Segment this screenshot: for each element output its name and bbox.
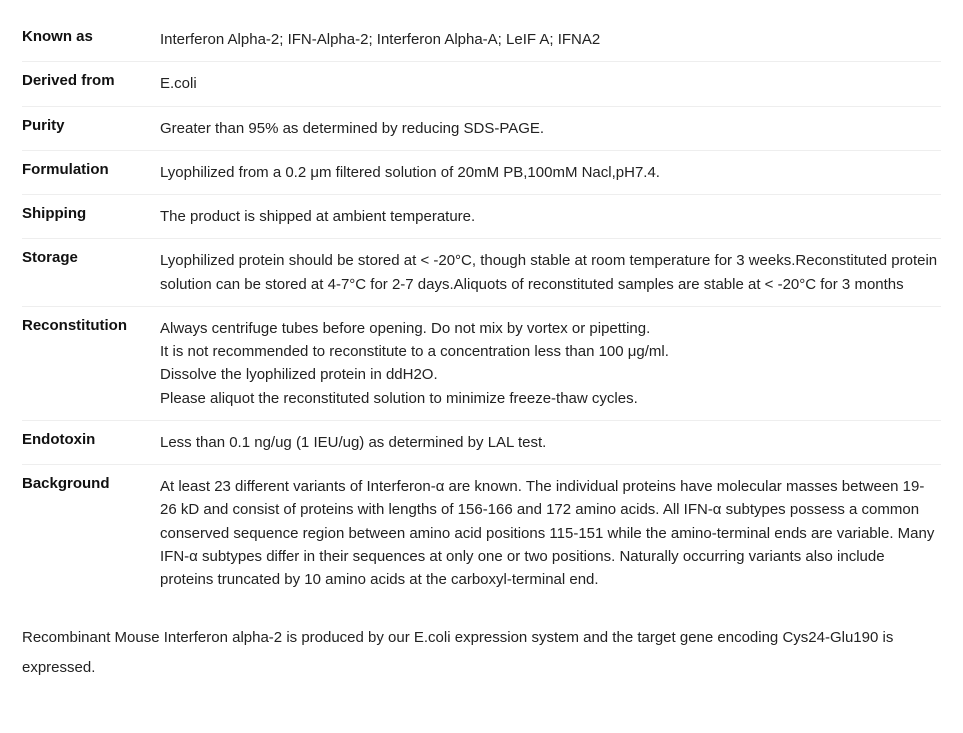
spec-label: Known as [22,28,160,51]
spec-value-line: The product is shipped at ambient temper… [160,205,941,228]
spec-value-line: Interferon Alpha-2; IFN-Alpha-2; Interfe… [160,28,941,51]
spec-value-line: It is not recommended to reconstitute to… [160,340,941,363]
spec-value: Less than 0.1 ng/ug (1 IEU/ug) as determ… [160,431,941,454]
spec-label: Background [22,475,160,591]
spec-value: At least 23 different variants of Interf… [160,475,941,591]
spec-row: BackgroundAt least 23 different variants… [22,465,941,601]
spec-value: Lyophilized from a 0.2 μm filtered solut… [160,161,941,184]
spec-label: Purity [22,117,160,140]
spec-value-line: Less than 0.1 ng/ug (1 IEU/ug) as determ… [160,431,941,454]
spec-table: Known asInterferon Alpha-2; IFN-Alpha-2;… [22,18,941,601]
spec-value-line: Always centrifuge tubes before opening. … [160,317,941,340]
spec-value: Lyophilized protein should be stored at … [160,249,941,296]
spec-label: Endotoxin [22,431,160,454]
spec-row: Known asInterferon Alpha-2; IFN-Alpha-2;… [22,18,941,62]
spec-value: E.coli [160,72,941,95]
spec-label: Formulation [22,161,160,184]
spec-value-line: Dissolve the lyophilized protein in ddH2… [160,363,941,386]
spec-row: ShippingThe product is shipped at ambien… [22,195,941,239]
spec-value-line: Lyophilized from a 0.2 μm filtered solut… [160,161,941,184]
spec-value-line: Lyophilized protein should be stored at … [160,249,941,296]
spec-label: Derived from [22,72,160,95]
spec-value: Greater than 95% as determined by reduci… [160,117,941,140]
spec-label: Shipping [22,205,160,228]
footer-note: Recombinant Mouse Interferon alpha-2 is … [22,623,941,683]
spec-row: StorageLyophilized protein should be sto… [22,239,941,307]
spec-value-line: Greater than 95% as determined by reduci… [160,117,941,140]
spec-value: Always centrifuge tubes before opening. … [160,317,941,410]
spec-label: Reconstitution [22,317,160,410]
spec-label: Storage [22,249,160,296]
spec-value-line: Please aliquot the reconstituted solutio… [160,387,941,410]
spec-row: EndotoxinLess than 0.1 ng/ug (1 IEU/ug) … [22,421,941,465]
spec-row: FormulationLyophilized from a 0.2 μm fil… [22,151,941,195]
spec-value-line: At least 23 different variants of Interf… [160,475,941,591]
spec-row: Derived fromE.coli [22,62,941,106]
spec-value: Interferon Alpha-2; IFN-Alpha-2; Interfe… [160,28,941,51]
spec-row: PurityGreater than 95% as determined by … [22,107,941,151]
spec-value: The product is shipped at ambient temper… [160,205,941,228]
spec-value-line: E.coli [160,72,941,95]
spec-row: ReconstitutionAlways centrifuge tubes be… [22,307,941,421]
